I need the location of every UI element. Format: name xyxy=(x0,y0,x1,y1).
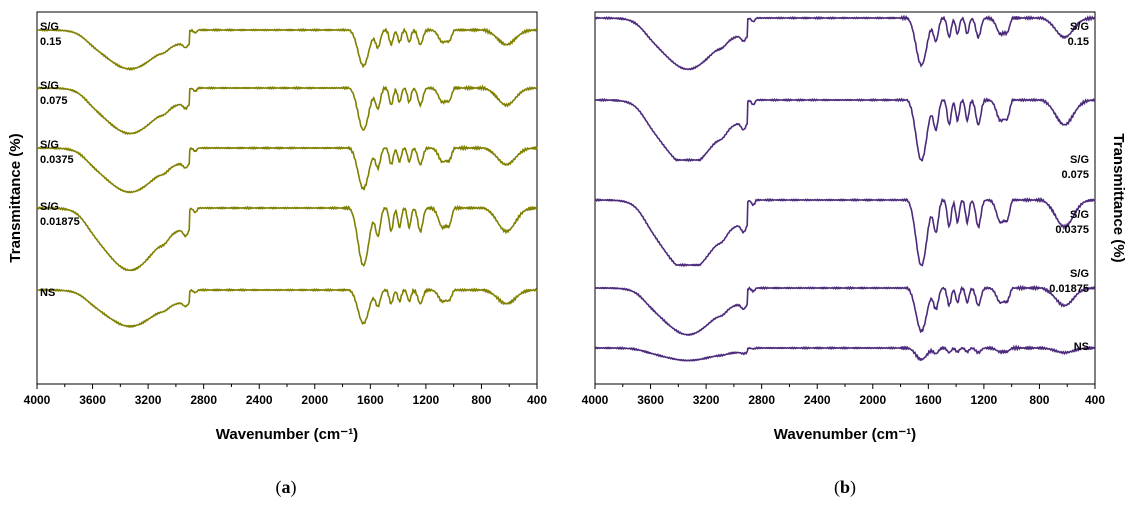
chart-panel-b: 4000 3600 3200 2800 2400 2000 1600 1200 800 400 Wa… xyxy=(582,11,1127,443)
x-tick-label: 3200 xyxy=(135,393,162,407)
series-label: S/G xyxy=(1070,268,1089,280)
plot-frame xyxy=(36,11,538,385)
series-label: 0.01875 xyxy=(40,216,80,228)
series-line-s-g-0-075 xyxy=(36,84,538,136)
series-label: NS xyxy=(1074,341,1089,353)
x-tick-label: 4000 xyxy=(582,393,609,407)
series-line-s-g-0-01875 xyxy=(594,284,1096,336)
x-tick-label: 1600 xyxy=(915,393,942,407)
x-tick-label: 2400 xyxy=(804,393,831,407)
series-line-s-g-0-0375 xyxy=(594,196,1096,268)
x-tick-label: 800 xyxy=(1029,393,1049,407)
panel-label-a: (a) xyxy=(276,477,297,498)
series-label: 0.01875 xyxy=(1049,283,1089,295)
x-tick-label: 1200 xyxy=(971,393,998,407)
x-tick-label: 3200 xyxy=(693,393,720,407)
x-tick-label: 1600 xyxy=(357,393,384,407)
series-label: S/G xyxy=(1070,21,1089,33)
series-label: S/G xyxy=(40,201,59,213)
series-label: S/G xyxy=(40,21,59,33)
series-label: 0.075 xyxy=(1061,169,1089,181)
series-label: S/G xyxy=(1070,209,1089,221)
series-line-ns xyxy=(594,344,1096,362)
series-label: 0.15 xyxy=(1068,36,1089,48)
series-line-s-g-0-01875 xyxy=(36,204,538,272)
plot-frame xyxy=(594,11,1096,385)
x-tick-label: 1200 xyxy=(413,393,440,407)
series-label: S/G xyxy=(40,139,59,151)
x-tick-label: 400 xyxy=(527,393,547,407)
series-line-s-g-0-15 xyxy=(37,27,538,72)
chart-panel-a: 4000 3600 3200 2800 2400 2000 1600 1200 800 400 Wa… xyxy=(7,11,547,443)
series-label: 0.15 xyxy=(40,36,61,48)
series-label: 0.0375 xyxy=(40,154,74,166)
x-tick-label: 800 xyxy=(471,393,491,407)
y-axis-label: Transmittance (%) xyxy=(7,133,24,262)
x-axis-label: Wavenumber (cm⁻¹) xyxy=(216,426,358,443)
series-line-s-g-0-15 xyxy=(594,14,1096,71)
x-tick-label: 400 xyxy=(1085,393,1105,407)
x-tick-label: 2000 xyxy=(859,393,886,407)
series-label: S/G xyxy=(1070,154,1089,166)
series-line-ns xyxy=(36,287,538,328)
x-axis-label: Wavenumber (cm⁻¹) xyxy=(774,426,916,443)
x-tick-label: 3600 xyxy=(79,393,106,407)
x-tick-label: 2000 xyxy=(301,393,328,407)
series-label: S/G xyxy=(40,80,59,92)
x-tick-label: 2400 xyxy=(246,393,273,407)
series-label: 0.0375 xyxy=(1055,224,1089,236)
panel-label-b: (b) xyxy=(834,477,856,498)
series-line-s-g-0-075 xyxy=(594,97,1096,163)
series-line-s-g-0-0375 xyxy=(37,144,538,194)
x-tick-label: 2800 xyxy=(190,393,217,407)
x-tick-label: 2800 xyxy=(748,393,775,407)
series-label: 0.075 xyxy=(40,95,68,107)
y-axis-label: Transmittance (%) xyxy=(1110,133,1127,262)
x-tick-label: 4000 xyxy=(24,393,51,407)
series-label: NS xyxy=(40,287,55,299)
x-tick-label: 3600 xyxy=(637,393,664,407)
